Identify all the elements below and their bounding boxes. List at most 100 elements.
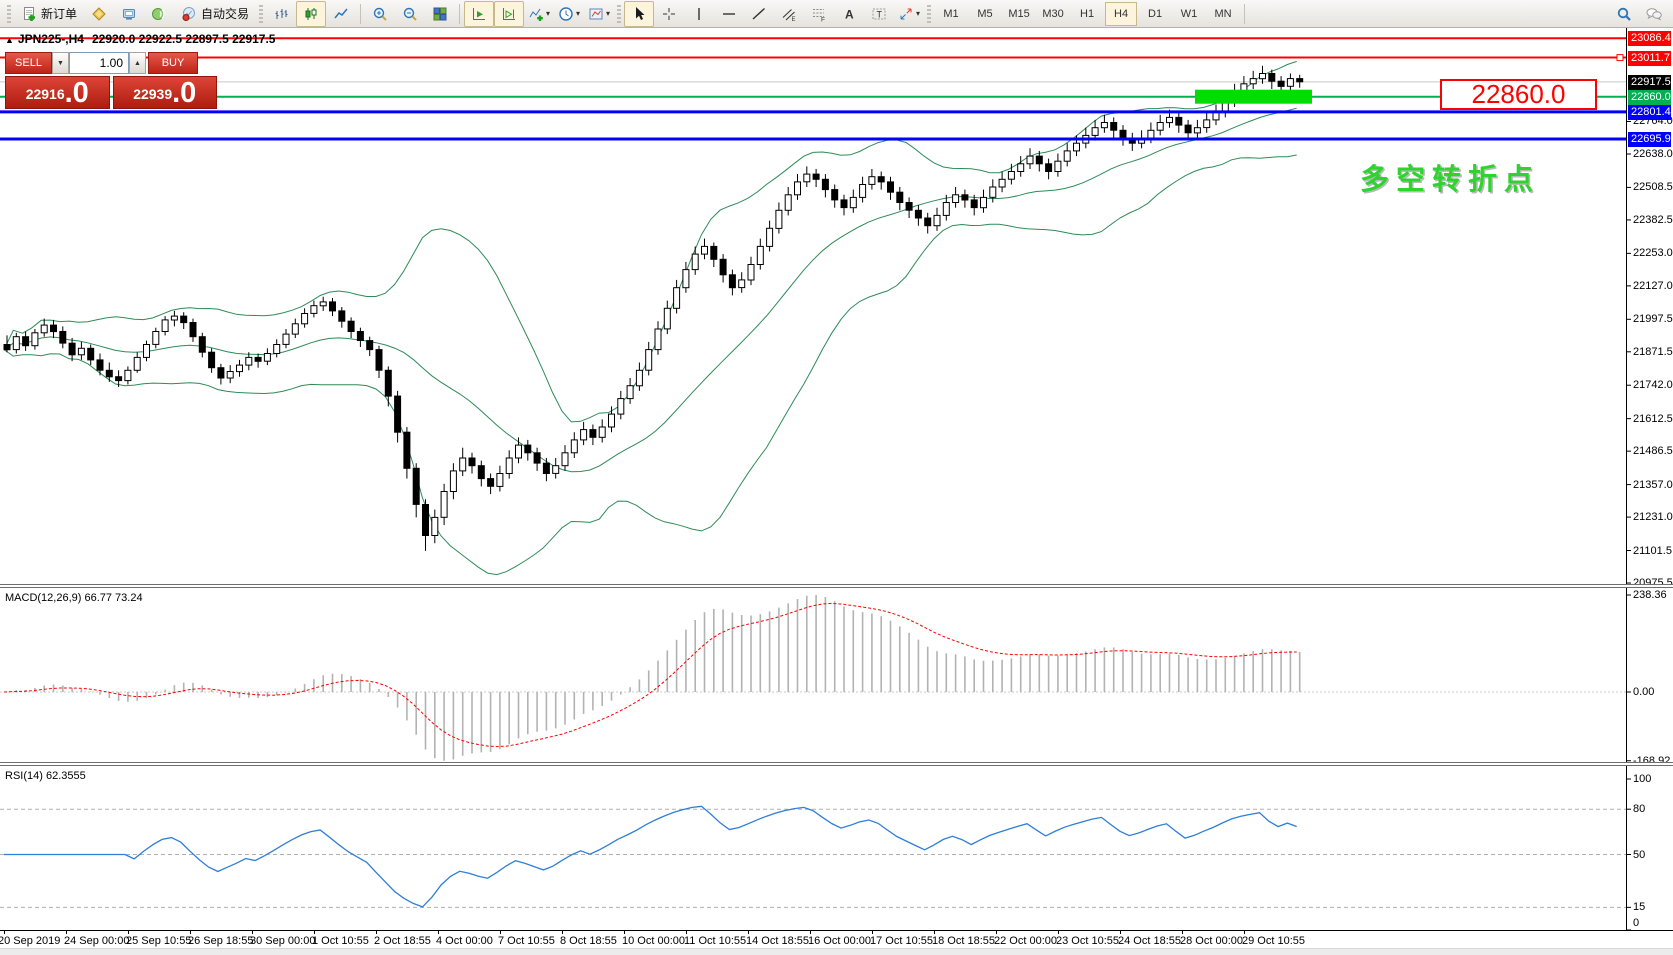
collapse-chart-icon[interactable]: ▲ (5, 35, 14, 45)
main-chart-panel[interactable]: ▲ JPN225-,H4 22920.0 22922.5 22897.5 22917… (0, 28, 1673, 589)
sell-button[interactable]: SELL (5, 52, 52, 74)
time-axis-label: 1 Oct 10:55 (312, 935, 369, 947)
profiles-button[interactable] (114, 1, 144, 27)
fibonacci-tool-button[interactable]: F (804, 1, 834, 27)
autotrading-icon (182, 6, 196, 21)
timeframe-m15-button[interactable]: M15 (1008, 7, 1030, 20)
time-axis-label: 23 Oct 10:55 (1056, 935, 1119, 947)
buy-button[interactable]: BUY (148, 52, 198, 74)
market-watch-button[interactable] (84, 1, 114, 27)
price-axis-tick: 21742.0 (1633, 379, 1673, 392)
vertical-line-tool-button[interactable] (684, 1, 714, 27)
toolbar-grip[interactable] (259, 4, 264, 23)
auto-scroll-button[interactable] (464, 0, 495, 27)
zoom-in-icon (373, 7, 387, 21)
timeframe-d1-button[interactable]: D1 (1148, 7, 1163, 20)
search-button[interactable] (1609, 1, 1639, 27)
signal-icon (152, 7, 165, 20)
rsi-axis-tick: 50 (1633, 848, 1646, 861)
toolbar-grip[interactable] (7, 4, 11, 23)
channel-tool-button[interactable]: E (774, 1, 804, 27)
clock-icon (559, 6, 573, 21)
timeframe-m1-button[interactable]: M1 (943, 7, 959, 20)
panel-divider[interactable] (0, 584, 1673, 588)
rsi-panel[interactable]: RSI(14) 62.3555 100 80 50 15 0 (0, 766, 1673, 930)
time-axis-label: 4 Oct 00:00 (436, 935, 493, 947)
text-icon: A (845, 7, 854, 21)
buy-price-int: 22939 (133, 86, 173, 102)
time-axis-tick (500, 931, 501, 934)
timeframe-mn-button[interactable]: MN (1214, 7, 1232, 20)
time-axis-label: 16 Oct 00:00 (808, 935, 871, 947)
crosshair-icon (663, 7, 676, 20)
macd-panel[interactable]: MACD(12,26,9) 66.77 73.24 238.36 0.00 -168… (0, 588, 1673, 767)
timeframe-h4-button[interactable]: H4 (1105, 1, 1138, 26)
price-axis-tick: 21871.5 (1633, 345, 1673, 358)
price-chart-canvas[interactable] (0, 28, 1673, 584)
horizontal-line-tool-button[interactable] (714, 1, 744, 27)
alerts-button[interactable] (144, 1, 174, 27)
volume-decrease-button[interactable]: ▼ (52, 52, 69, 74)
profiles-icon (123, 8, 136, 20)
indicators-button[interactable]: ▾ (524, 1, 554, 27)
text-tool-button[interactable]: A (834, 1, 864, 27)
trendline-tool-button[interactable] (744, 1, 774, 27)
new-order-button[interactable]: 新订单 (14, 1, 84, 27)
autotrading-button[interactable]: 自动交易 (174, 1, 256, 27)
timeframe-h1-button[interactable]: H1 (1080, 7, 1095, 20)
chart-shift-button[interactable] (494, 0, 525, 27)
fibonacci-icon: F (813, 8, 825, 22)
timeframe-m5-button[interactable]: M5 (977, 7, 993, 20)
zoom-in-button[interactable] (365, 1, 395, 27)
rsi-canvas[interactable] (0, 766, 1673, 930)
crosshair-button[interactable] (654, 1, 684, 27)
tile-windows-button[interactable] (425, 1, 455, 27)
text-label-tool-button[interactable]: T (864, 1, 894, 27)
timeframe-w1-button[interactable]: W1 (1180, 7, 1198, 20)
price-axis-tick: 22127.0 (1633, 279, 1673, 292)
svg-text:E: E (792, 17, 796, 22)
periods-button[interactable]: ▾ (554, 1, 584, 27)
time-axis-tick (314, 931, 315, 934)
ohlc-values: 22920.0 22922.5 22897.5 22917.5 (91, 32, 276, 46)
rsi-axis-tick: 100 (1633, 773, 1652, 785)
timeframe-m30-button[interactable]: M30 (1042, 7, 1064, 20)
price-axis-tick: 22253.0 (1633, 247, 1673, 260)
price-level-callout[interactable]: 22860.0 (1440, 79, 1597, 110)
arrows-tool-button[interactable]: ▾ (894, 1, 924, 27)
time-axis-label: 22 Oct 00:00 (994, 935, 1057, 947)
sell-price-int: 22916 (25, 86, 65, 102)
candlestick-chart-button[interactable] (296, 0, 327, 27)
toolbar-grip[interactable] (927, 4, 932, 23)
time-axis-label: 8 Oct 18:55 (560, 935, 617, 947)
panel-divider[interactable] (0, 762, 1673, 766)
line-chart-button[interactable] (326, 1, 356, 27)
zoom-out-button[interactable] (395, 1, 425, 27)
turning-point-annotation[interactable]: 多空转折点 (1360, 164, 1541, 196)
buy-price-button[interactable]: 22939.0 (112, 76, 217, 109)
time-axis-label: 18 Oct 18:55 (932, 935, 995, 947)
time-axis-label: 2 Oct 18:55 (374, 935, 431, 947)
equidistant-channel-icon: E (782, 8, 796, 22)
time-axis-tick (376, 931, 377, 934)
svg-text:A: A (845, 7, 854, 21)
time-axis-label: 24 Sep 00:00 (64, 935, 130, 947)
time-axis-tick (438, 931, 439, 934)
time-axis-tick (934, 931, 935, 934)
volume-input[interactable] (69, 52, 129, 74)
macd-axis-tick: 0.00 (1633, 686, 1655, 698)
time-axis-label: 17 Oct 10:55 (870, 935, 933, 947)
price-axis-tick: 22382.5 (1633, 213, 1673, 226)
time-axis-tick (562, 931, 563, 934)
time-axis[interactable]: 20 Sep 2019 24 Sep 00:00 25 Sep 10:55 26 Se… (0, 930, 1673, 948)
templates-button[interactable]: ▾ (584, 1, 614, 27)
cursor-button[interactable] (624, 0, 655, 27)
macd-canvas[interactable] (0, 588, 1673, 762)
sell-price-button[interactable]: 22916.0 (5, 76, 110, 109)
toolbar-grip[interactable] (617, 4, 622, 23)
volume-increase-button[interactable]: ▲ (129, 52, 146, 74)
rsi-label: RSI(14) 62.3555 (5, 770, 86, 782)
chat-button[interactable] (1639, 1, 1669, 27)
price-axis-badge: 22695.9 (1628, 132, 1671, 148)
bar-chart-button[interactable] (266, 1, 296, 27)
